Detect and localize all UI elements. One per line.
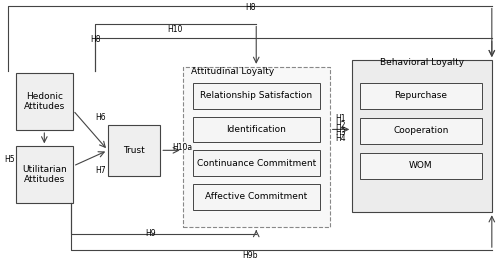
Bar <box>182 67 330 227</box>
Bar <box>360 153 482 179</box>
Text: Cooperation: Cooperation <box>393 126 448 135</box>
Text: H6: H6 <box>95 114 106 122</box>
Text: H10: H10 <box>168 24 183 34</box>
Bar <box>352 60 492 212</box>
Text: H8: H8 <box>90 35 101 44</box>
Text: H5: H5 <box>4 155 15 164</box>
Bar <box>360 118 482 144</box>
Text: WOM: WOM <box>409 161 432 170</box>
Text: H10a: H10a <box>172 143 193 152</box>
Text: H3: H3 <box>335 128 345 137</box>
Bar <box>360 83 482 109</box>
Text: H1: H1 <box>335 114 345 123</box>
Bar <box>16 73 73 130</box>
Text: H2: H2 <box>335 121 345 130</box>
Text: H8: H8 <box>245 3 256 12</box>
Bar <box>192 117 320 142</box>
Text: Identification: Identification <box>226 125 286 134</box>
Bar <box>108 125 160 176</box>
Text: H4: H4 <box>335 134 345 143</box>
Text: Repurchase: Repurchase <box>394 91 448 100</box>
Text: Behavioral Loyalty: Behavioral Loyalty <box>380 58 464 67</box>
Text: Continuance Commitment: Continuance Commitment <box>196 159 316 168</box>
Text: Hedonic
Attitudes: Hedonic Attitudes <box>24 92 65 111</box>
Bar <box>192 184 320 210</box>
Bar <box>16 146 73 203</box>
Bar <box>192 150 320 176</box>
Text: H9b: H9b <box>242 251 258 260</box>
Text: Relationship Satisfaction: Relationship Satisfaction <box>200 91 312 100</box>
Bar <box>192 83 320 109</box>
Text: H9: H9 <box>145 229 156 238</box>
Text: H7: H7 <box>95 166 106 175</box>
Text: Attitudinal Loyalty: Attitudinal Loyalty <box>192 67 274 76</box>
Text: Affective Commitment: Affective Commitment <box>205 192 308 201</box>
Text: Trust: Trust <box>123 146 145 155</box>
Text: Utilitarian
Attitudes: Utilitarian Attitudes <box>22 165 66 184</box>
